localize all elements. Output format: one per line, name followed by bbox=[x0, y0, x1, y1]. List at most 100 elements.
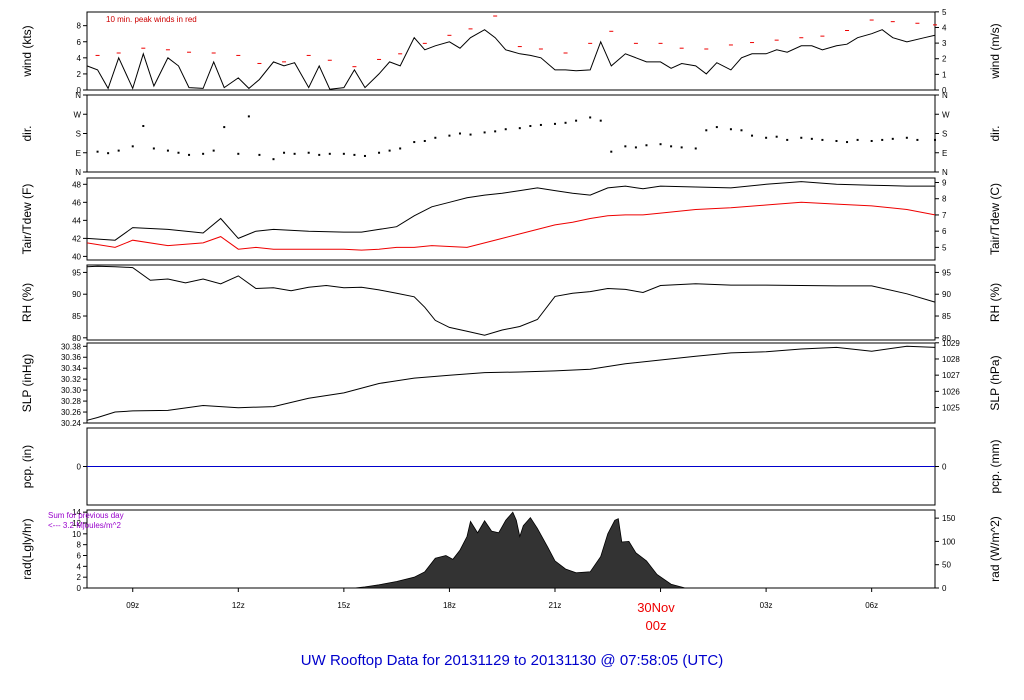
ytick-right-label: 50 bbox=[942, 561, 951, 570]
ytick-right-label: 1027 bbox=[942, 371, 960, 380]
data-point-dir bbox=[388, 149, 391, 152]
data-point-dir bbox=[715, 126, 718, 129]
date-marker-hour: 00z bbox=[646, 618, 667, 633]
ytick-right-label: E bbox=[942, 149, 947, 158]
data-point-dir bbox=[835, 139, 838, 142]
date-marker-day: 30Nov bbox=[637, 600, 675, 615]
ytick-right-label: 0 bbox=[942, 584, 947, 593]
data-point-dir bbox=[353, 153, 356, 156]
ytick-left-label: 0 bbox=[77, 584, 82, 593]
ylabel-left-dir: dir. bbox=[20, 125, 34, 141]
ytick-right-label: 3 bbox=[942, 39, 947, 48]
ytick-left-label: N bbox=[75, 91, 81, 100]
panel-frame-slp bbox=[86, 342, 936, 424]
ytick-right-label: 100 bbox=[942, 537, 956, 546]
data-point-dir bbox=[564, 121, 567, 124]
xtick-label: 15z bbox=[337, 601, 350, 610]
ylabel-left-rad: rad(Lgly/hr) bbox=[20, 518, 34, 579]
ytick-left-label: 85 bbox=[72, 312, 81, 321]
data-point-dir bbox=[131, 145, 134, 148]
data-point-dir bbox=[469, 133, 472, 136]
ytick-right-label: 0 bbox=[942, 86, 947, 95]
ytick-right-label: 6 bbox=[942, 227, 947, 236]
data-point-dir bbox=[413, 141, 416, 144]
data-point-dir bbox=[539, 123, 542, 126]
ytick-left-label: N bbox=[75, 168, 81, 177]
ytick-left-label: 4 bbox=[77, 54, 82, 63]
data-point-dir bbox=[659, 143, 662, 146]
ytick-right-label: 5 bbox=[942, 8, 947, 17]
panel-rh: 80 85 90 95 80 85 90 95 RH (%) RH (%) bbox=[20, 264, 1002, 343]
data-point-dir bbox=[399, 147, 402, 150]
ytick-left-label: 2 bbox=[77, 573, 82, 582]
data-point-dir bbox=[293, 152, 296, 155]
ytick-left-label: 30.28 bbox=[61, 397, 82, 406]
ytick-left-label: 8 bbox=[77, 22, 82, 31]
data-point-dir bbox=[751, 134, 754, 137]
data-point-dir bbox=[237, 152, 240, 155]
ytick-left-label: E bbox=[76, 149, 81, 158]
ytick-left-label: 90 bbox=[72, 290, 81, 299]
ytick-right-label: 1025 bbox=[942, 404, 960, 413]
series-line-slp-0 bbox=[86, 345, 936, 421]
xtick-label: 18z bbox=[443, 601, 456, 610]
ytick-left-label: 14 bbox=[72, 508, 81, 517]
ytick-left-label: 2 bbox=[77, 70, 82, 79]
data-point-dir bbox=[518, 127, 521, 130]
data-point-dir bbox=[272, 158, 275, 161]
ytick-left-label: 8 bbox=[77, 541, 82, 550]
ylabel-right-slp: SLP (hPa) bbox=[988, 355, 1002, 410]
ytick-right-label: 150 bbox=[942, 514, 956, 523]
ytick-right-label: 5 bbox=[942, 243, 947, 252]
ylabel-left-slp: SLP (inHg) bbox=[20, 354, 34, 412]
ytick-right-label: 85 bbox=[942, 312, 951, 321]
ytick-right-label: 1 bbox=[942, 70, 947, 79]
data-point-dir bbox=[870, 139, 873, 142]
data-point-dir bbox=[891, 137, 894, 140]
data-point-dir bbox=[934, 138, 936, 141]
data-point-dir bbox=[328, 152, 331, 155]
data-point-dir bbox=[307, 151, 310, 154]
data-point-dir bbox=[318, 153, 321, 156]
panel-slp: 30.24 30.26 30.28 30.30 30.32 30.34 30.36 30.38… bbox=[20, 339, 1002, 428]
ytick-left-label: 0 bbox=[77, 86, 82, 95]
data-point-dir bbox=[694, 147, 697, 150]
ytick-right-label: 9 bbox=[942, 179, 947, 188]
xtick-label: 12z bbox=[232, 601, 245, 610]
data-point-dir bbox=[212, 149, 215, 152]
xtick-label: 21z bbox=[549, 601, 562, 610]
series-line-temp-1 bbox=[86, 201, 936, 251]
data-point-dir bbox=[765, 136, 768, 139]
data-point-dir bbox=[740, 129, 743, 132]
data-point-dir bbox=[152, 147, 155, 150]
data-point-dir bbox=[856, 138, 859, 141]
ylabel-right-rad: rad (W/m^2) bbox=[988, 516, 1002, 582]
xtick-label: 09z bbox=[126, 601, 139, 610]
data-point-dir bbox=[96, 150, 99, 153]
ytick-left-label: 6 bbox=[77, 552, 82, 561]
panel-frame-wind bbox=[86, 11, 936, 91]
ytick-right-label: 4 bbox=[942, 23, 947, 32]
data-point-dir bbox=[634, 146, 637, 149]
ytick-left-label: 30.34 bbox=[61, 364, 82, 373]
ylabel-left-pcp: pcp. (in) bbox=[20, 445, 34, 488]
ytick-right-label: N bbox=[942, 168, 948, 177]
series-area-rad bbox=[87, 511, 935, 589]
ylabel-left-wind: wind (kts) bbox=[20, 25, 34, 77]
series-line-rh-0 bbox=[86, 265, 936, 336]
data-point-dir bbox=[177, 151, 180, 154]
ytick-right-label: 1028 bbox=[942, 355, 960, 364]
ytick-left-label: 44 bbox=[72, 216, 81, 225]
data-point-dir bbox=[589, 116, 592, 119]
data-point-dir bbox=[575, 119, 578, 122]
panel-frame-dir bbox=[86, 94, 936, 173]
rad-sum-note-line2: <--- 3.2 Mjoules/m^2 bbox=[48, 521, 121, 530]
data-point-dir bbox=[202, 152, 205, 155]
ytick-right-label: N bbox=[942, 91, 948, 100]
ylabel-right-wind: wind (m/s) bbox=[988, 23, 1002, 79]
ytick-right-label: S bbox=[942, 130, 947, 139]
ylabel-right-rh: RH (%) bbox=[988, 283, 1002, 322]
data-point-dir bbox=[247, 115, 250, 118]
data-point-dir bbox=[107, 152, 110, 155]
data-point-dir bbox=[846, 141, 849, 144]
